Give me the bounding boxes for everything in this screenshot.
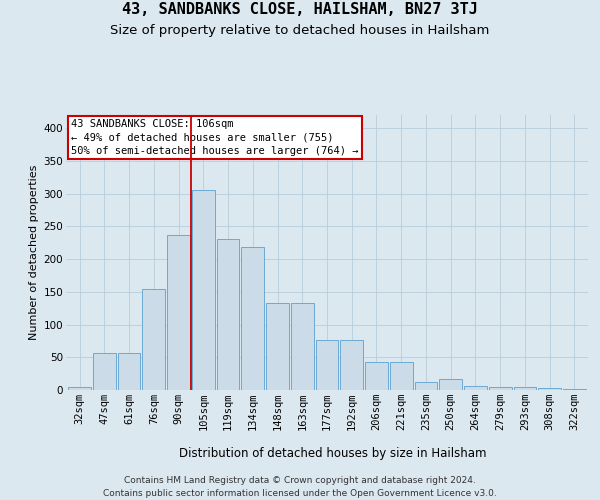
Bar (340, 340, 363, 390)
Bar (241, 246, 264, 390)
Text: 43, SANDBANKS CLOSE, HAILSHAM, BN27 3TJ: 43, SANDBANKS CLOSE, HAILSHAM, BN27 3TJ (122, 2, 478, 18)
Bar (167, 235, 190, 390)
Bar (439, 379, 462, 390)
Text: Size of property relative to detached houses in Hailsham: Size of property relative to detached ho… (110, 24, 490, 37)
Bar (365, 362, 388, 390)
Text: Distribution of detached houses by size in Hailsham: Distribution of detached houses by size … (179, 448, 487, 460)
Bar (266, 303, 289, 390)
Bar (291, 303, 314, 390)
Bar (68, 388, 91, 390)
Bar (514, 388, 536, 390)
Bar (316, 340, 338, 390)
Y-axis label: Number of detached properties: Number of detached properties (29, 165, 40, 340)
Bar (464, 386, 487, 390)
Bar (142, 288, 165, 390)
Bar (118, 352, 140, 390)
Bar (563, 388, 586, 390)
Bar (489, 388, 512, 390)
Text: Contains HM Land Registry data © Crown copyright and database right 2024.
Contai: Contains HM Land Registry data © Crown c… (103, 476, 497, 498)
Bar (192, 190, 215, 390)
Bar (217, 239, 239, 390)
Bar (93, 352, 116, 390)
Bar (415, 382, 437, 390)
Bar (538, 388, 561, 390)
Bar (390, 362, 413, 390)
Text: 43 SANDBANKS CLOSE: 106sqm
← 49% of detached houses are smaller (755)
50% of sem: 43 SANDBANKS CLOSE: 106sqm ← 49% of deta… (71, 119, 359, 156)
